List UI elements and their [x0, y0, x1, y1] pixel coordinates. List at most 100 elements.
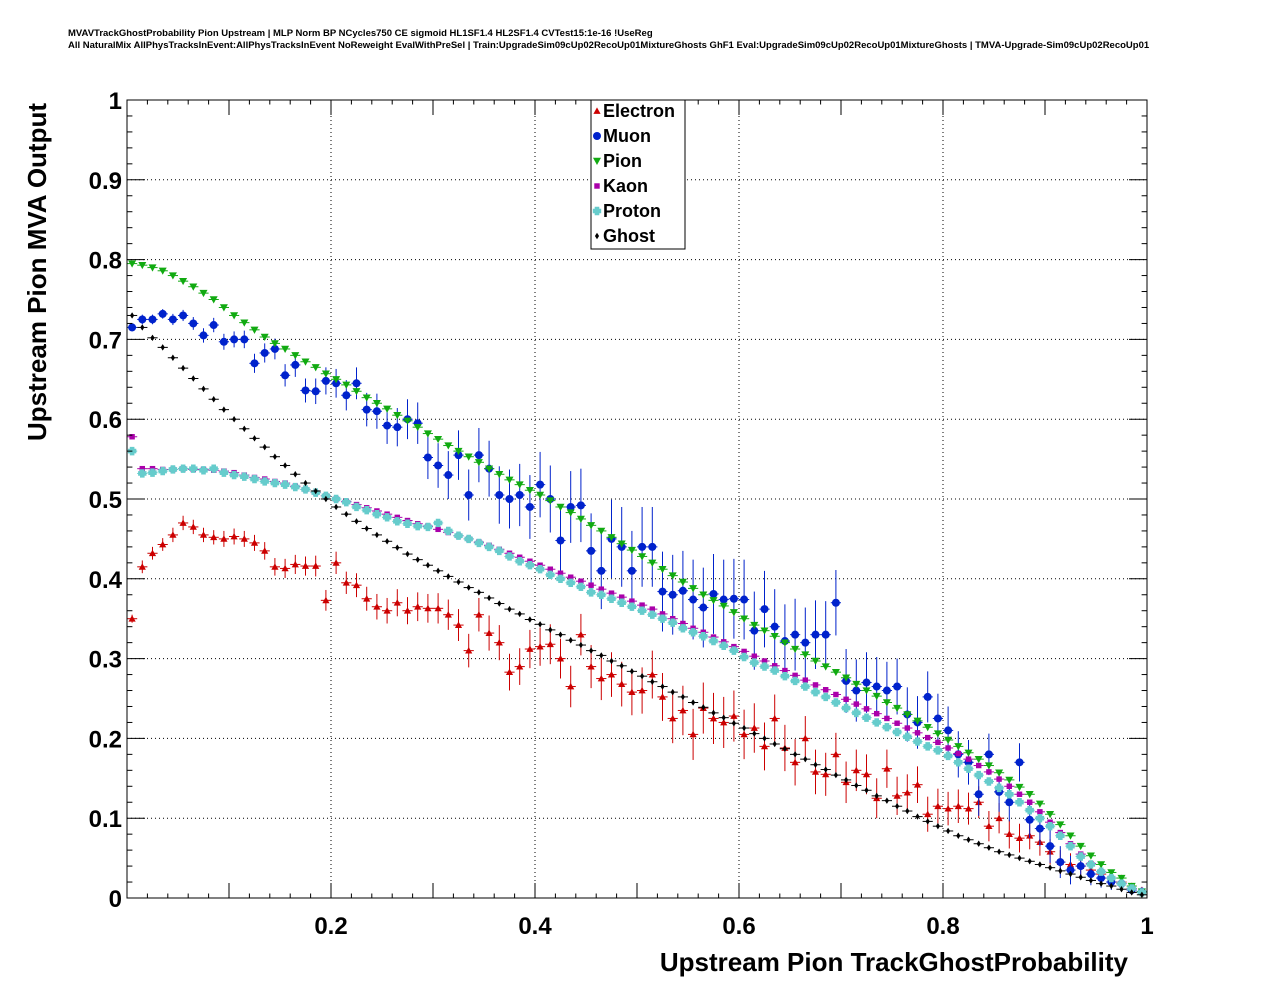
pion-point	[893, 704, 902, 713]
ghost-point	[640, 672, 645, 680]
kaon-point	[1026, 799, 1033, 805]
electron-point	[281, 564, 289, 572]
muon-point	[801, 638, 810, 647]
muon-point	[515, 491, 524, 500]
ghost-point	[701, 704, 706, 711]
proton-point	[974, 770, 983, 780]
proton-point	[739, 652, 749, 662]
proton-point	[250, 474, 259, 484]
pion-point	[515, 481, 524, 489]
pion-point	[944, 736, 953, 744]
electron-point	[669, 714, 677, 722]
proton-point	[372, 509, 382, 519]
ghost-point	[874, 792, 879, 800]
electron-point	[393, 599, 401, 606]
muon-point	[689, 595, 698, 604]
pion-point	[597, 527, 606, 535]
pion-point	[770, 633, 779, 641]
electron-point	[862, 770, 871, 778]
electron-point	[291, 560, 299, 568]
proton-point	[168, 465, 178, 474]
kaon-point	[986, 769, 992, 775]
legend-entry-muon: Muon	[593, 126, 651, 146]
muon-point	[128, 323, 137, 332]
pion-point	[434, 435, 443, 444]
electron-point	[138, 563, 146, 570]
pion-point	[505, 476, 514, 484]
electron-point	[893, 792, 901, 799]
kaon-point	[1006, 783, 1013, 789]
proton-point	[627, 602, 637, 611]
electron-point	[210, 533, 218, 541]
ghost-point	[1007, 851, 1012, 859]
electron-point	[577, 631, 585, 638]
muon-point	[189, 319, 198, 328]
ghost-point	[221, 406, 226, 413]
pion-point	[352, 388, 361, 396]
kaon-point	[649, 606, 656, 612]
ghost-point	[548, 626, 553, 634]
proton-point	[780, 671, 790, 681]
electron-point	[240, 535, 248, 542]
pion-point	[709, 597, 718, 605]
proton-point	[913, 737, 922, 746]
muon-point	[434, 461, 443, 470]
muon-point	[576, 501, 585, 510]
proton-point	[454, 531, 463, 540]
muon-point	[342, 391, 351, 400]
legend: Electron Muon Pion Kaon Proton Ghost	[590, 99, 686, 250]
electron-point	[964, 805, 973, 812]
kaon-point	[618, 594, 625, 600]
kaon-point	[884, 715, 890, 722]
ghost-point	[895, 803, 900, 810]
proton-point	[260, 477, 269, 486]
ghost-point	[354, 518, 359, 525]
proton-point	[444, 526, 453, 536]
proton-point	[811, 687, 820, 697]
proton-point	[1005, 790, 1014, 799]
x-tick-label: 0.8	[926, 913, 959, 940]
proton-point	[566, 578, 575, 587]
proton-point	[1045, 821, 1055, 831]
pion-point	[831, 668, 840, 677]
ghost-point	[680, 693, 685, 701]
proton-point	[729, 646, 739, 655]
ghost-point	[793, 751, 798, 758]
kaon-point	[792, 672, 798, 679]
pion-point	[383, 405, 392, 413]
proton-point	[1086, 860, 1096, 869]
legend-label-ghost: Ghost	[603, 226, 655, 246]
ghost-point	[538, 621, 543, 628]
proton-point	[413, 521, 422, 531]
ghost-point	[1058, 867, 1063, 875]
electron-point	[822, 770, 830, 778]
pion-point	[464, 453, 473, 461]
muon-point	[383, 421, 392, 430]
ghost-point	[170, 354, 175, 361]
ghost-point	[619, 662, 624, 669]
electron-point	[159, 540, 167, 548]
kaon-point	[904, 725, 911, 731]
kaon-point	[588, 582, 594, 588]
electron-point	[730, 712, 738, 719]
ghost-point	[1037, 861, 1042, 868]
proton-point	[1035, 814, 1045, 823]
proton-point	[1127, 884, 1136, 893]
proton-point	[882, 723, 892, 732]
proton-point	[178, 464, 188, 473]
kaon-point	[1037, 809, 1043, 815]
pion-point	[158, 267, 167, 275]
electron-point	[811, 768, 820, 775]
pion-point	[250, 326, 259, 334]
proton-point	[617, 598, 626, 607]
ghost-point	[527, 616, 532, 623]
ghost-point	[395, 544, 400, 551]
ghost-point	[334, 503, 339, 511]
ghost-point	[191, 375, 196, 382]
muon-point	[923, 692, 932, 701]
ghost-point	[762, 735, 767, 742]
electron-point	[220, 535, 228, 542]
proton-point	[301, 485, 310, 494]
legend-marker-proton	[592, 206, 602, 216]
header-line-2: All NaturalMix AllPhysTracksInEvent:AllP…	[68, 40, 1150, 51]
